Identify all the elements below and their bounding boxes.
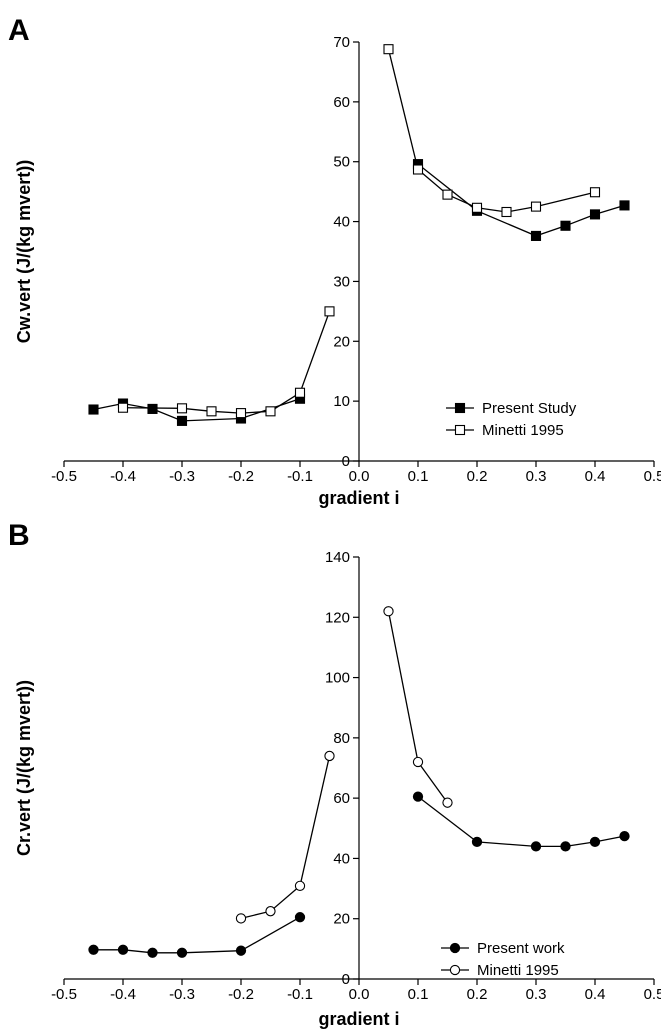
data-point-series-1	[117, 402, 129, 413]
y-tick-label: 40	[333, 850, 350, 867]
legend-marker	[449, 942, 461, 954]
data-point-series-1	[383, 44, 394, 55]
y-tick-label: 140	[325, 549, 350, 566]
y-tick-label: 120	[325, 609, 350, 626]
data-point-series-1	[235, 408, 247, 419]
data-point-series-1	[206, 406, 217, 417]
data-point-series-0	[176, 947, 188, 958]
data-point-series-1	[471, 202, 483, 213]
data-point-series-0	[412, 791, 424, 802]
data-point-series-0	[147, 947, 158, 958]
x-tick-label: 0.3	[526, 468, 547, 485]
data-point-series-1	[530, 201, 542, 212]
legend-label: Present work	[477, 940, 565, 957]
x-tick-label: 0.0	[349, 468, 370, 485]
y-tick-label: 10	[333, 393, 350, 410]
data-point-series-0	[294, 912, 306, 923]
data-point-series-1	[294, 880, 306, 892]
series-line-0	[417, 163, 625, 237]
data-point-series-1	[265, 906, 276, 917]
y-tick-label: 80	[333, 730, 350, 747]
y-tick-label: 0	[342, 453, 350, 470]
y-tick-label: 30	[333, 273, 350, 290]
y-tick-label: 60	[333, 790, 350, 807]
panel-label-a: A	[8, 14, 30, 47]
y-axis-title: Cw.vert (J/(kg mvert))	[14, 160, 34, 343]
x-tick-label: -0.2	[228, 468, 254, 485]
legend-marker	[454, 402, 466, 414]
panel-b: B -0.5 -0.4 -0.3 -0.2 -0.1 0.0 0.1 0.2 0.3 0.4 0.5…	[8, 519, 661, 1029]
x-tick-label: 0.2	[467, 986, 488, 1003]
data-point-series-1	[589, 187, 601, 198]
x-tick-label: -0.4	[110, 468, 136, 485]
panel-label-b: B	[8, 519, 30, 552]
data-point-series-0	[619, 200, 630, 211]
data-point-series-0	[471, 836, 483, 847]
data-point-series-1	[176, 403, 188, 414]
x-tick-label: -0.4	[110, 986, 136, 1003]
y-tick-label: 20	[333, 911, 350, 928]
y-tick-label: 100	[325, 670, 350, 687]
x-tick-label: 0.1	[408, 986, 429, 1003]
y-tick-label: 70	[333, 34, 350, 51]
data-point-series-0	[560, 220, 571, 231]
data-point-series-0	[147, 403, 158, 414]
data-point-series-0	[530, 230, 542, 241]
x-tick-label: -0.3	[169, 986, 195, 1003]
y-tick-label: 40	[333, 214, 350, 231]
legend-label: Minetti 1995	[482, 422, 564, 439]
legend-label: Minetti 1995	[477, 962, 559, 979]
data-point-series-1	[412, 164, 424, 175]
data-point-series-1	[324, 750, 335, 762]
x-tick-label: 0.2	[467, 468, 488, 485]
data-point-series-1	[412, 756, 424, 768]
data-point-series-0	[589, 836, 601, 847]
x-tick-label: 0.5	[644, 468, 661, 485]
data-point-series-1	[294, 387, 306, 398]
x-tick-label: -0.5	[51, 986, 77, 1003]
y-tick-label: 20	[333, 333, 350, 350]
data-point-series-1	[501, 206, 512, 218]
data-point-series-1	[235, 913, 247, 924]
data-point-series-0	[589, 209, 601, 220]
x-tick-label: 0.5	[644, 986, 661, 1003]
x-tick-label: -0.1	[287, 986, 313, 1003]
y-tick-label: 60	[333, 94, 350, 111]
data-point-series-1	[324, 306, 335, 317]
series-line-1	[240, 755, 331, 920]
data-point-series-0	[235, 945, 247, 956]
x-tick-label: -0.2	[228, 986, 254, 1003]
data-point-series-1	[265, 406, 276, 417]
series-line-1	[387, 49, 596, 213]
legend-marker	[454, 424, 466, 436]
y-tick-label: 50	[333, 154, 350, 171]
series-line-1	[387, 611, 449, 804]
legend-label: Present Study	[482, 400, 577, 417]
x-tick-label: 0.4	[585, 468, 606, 485]
data-point-series-0	[560, 841, 571, 852]
x-tick-label: -0.1	[287, 468, 313, 485]
data-point-series-0	[117, 944, 129, 955]
data-point-series-0	[619, 830, 630, 842]
legend-marker	[449, 964, 461, 976]
y-axis-title: Cr.vert (J/(kg mvert))	[14, 680, 34, 856]
data-point-series-0	[88, 404, 99, 415]
x-axis-title: gradient i	[318, 1009, 399, 1029]
x-tick-label: 0.3	[526, 986, 547, 1003]
data-point-series-0	[176, 415, 188, 426]
y-tick-label: 0	[342, 971, 350, 988]
x-tick-label: -0.3	[169, 468, 195, 485]
x-tick-label: 0.4	[585, 986, 606, 1003]
x-tick-label: 0.0	[349, 986, 370, 1003]
data-point-series-1	[442, 797, 453, 808]
x-axis-title: gradient i	[318, 488, 399, 508]
x-tick-label: -0.5	[51, 468, 77, 485]
data-point-series-0	[530, 841, 542, 852]
data-point-series-1	[442, 189, 453, 200]
data-point-series-1	[383, 606, 394, 617]
data-point-series-0	[88, 944, 99, 955]
x-tick-label: 0.1	[408, 468, 429, 485]
panel-a: A -0.5 -0.4 -0.3 -0.2 -0.1 0.0 0.1 0.2 0.3 0.4 0.5…	[8, 14, 661, 508]
